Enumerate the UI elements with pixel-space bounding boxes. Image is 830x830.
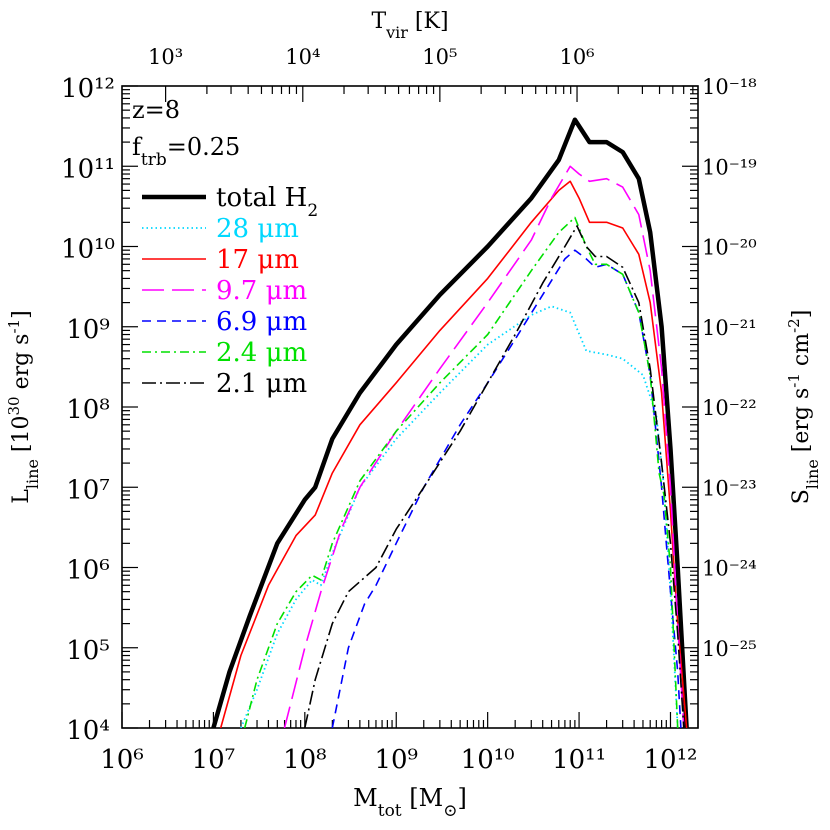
x-tick-label: 10⁷ xyxy=(192,745,236,775)
x-tick-label: 10⁸ xyxy=(283,745,327,775)
top-tick-label: 10⁴ xyxy=(285,45,320,69)
right-tick-label: 10⁻²¹ xyxy=(702,316,757,340)
right-tick-label: 10⁻¹⁸ xyxy=(702,75,757,99)
top-axis-title: Tvir [K] xyxy=(371,9,448,42)
series-line xyxy=(219,180,688,728)
right-tick-label: 10⁻²⁰ xyxy=(702,236,757,260)
y-axis-title: Lline [1030 erg s-1] xyxy=(5,310,42,503)
annotation-turbulence: ftrb=0.25 xyxy=(132,133,240,170)
y-tick-label: 10¹² xyxy=(61,74,115,104)
legend-label: 17 μm xyxy=(216,245,299,275)
x-tick-label: 10⁶ xyxy=(100,745,144,775)
y-tick-label: 10¹⁰ xyxy=(61,235,115,265)
top-tick-label: 10⁶ xyxy=(559,45,594,69)
x-tick-label: 10¹² xyxy=(644,745,698,775)
ticks-layer xyxy=(121,85,699,729)
series-line xyxy=(243,216,679,728)
x-tick-label: 10¹¹ xyxy=(552,745,606,775)
right-axis-title: Sline [erg s-1 cm-2] xyxy=(785,310,822,505)
y-tick-label: 10⁵ xyxy=(66,636,110,666)
y-tick-label: 10⁴ xyxy=(66,716,110,746)
y-tick-label: 10⁹ xyxy=(66,315,110,345)
right-tick-label: 10⁻²² xyxy=(702,396,757,420)
right-tick-label: 10⁻²⁵ xyxy=(702,637,757,661)
series-line xyxy=(283,165,685,728)
annotation-redshift: z=8 xyxy=(132,96,180,124)
legend-label: 6.9 μm xyxy=(216,307,307,337)
right-tick-label: 10⁻¹⁹ xyxy=(702,155,757,179)
labels-layer: 10⁶ 10⁷ 10⁸ 10⁹ 10¹⁰ 10¹¹ 10¹² 10⁴ 10⁵ 10⁶ 10⁷ 10⁸ 1… xyxy=(5,9,822,821)
x-tick-label: 10⁹ xyxy=(374,745,418,775)
x-tick-label: 10¹⁰ xyxy=(461,745,515,775)
y-tick-label: 10⁷ xyxy=(66,475,110,505)
legend-label: 2.4 μm xyxy=(216,338,307,368)
y-tick-label: 10¹¹ xyxy=(61,154,115,184)
top-tick-label: 10³ xyxy=(148,45,183,69)
legend-label: 28 μm xyxy=(216,214,299,244)
x-axis-title: Mtot [M⊙] xyxy=(353,784,467,821)
series-line xyxy=(240,305,679,728)
y-tick-label: 10⁶ xyxy=(66,556,110,586)
curves-layer xyxy=(211,117,689,728)
y-tick-label: 10⁸ xyxy=(66,395,110,425)
legend-label: 2.1 μm xyxy=(216,369,307,399)
series-line xyxy=(304,225,685,728)
right-tick-label: 10⁻²³ xyxy=(702,476,757,500)
top-tick-label: 10⁵ xyxy=(422,45,457,69)
series-line xyxy=(211,117,689,728)
plot-frame xyxy=(121,85,699,729)
right-tick-label: 10⁻²⁴ xyxy=(702,557,757,581)
legend-label: 9.7 μm xyxy=(216,276,307,306)
series-line xyxy=(331,249,682,728)
legend-label: total H2 xyxy=(216,183,318,221)
